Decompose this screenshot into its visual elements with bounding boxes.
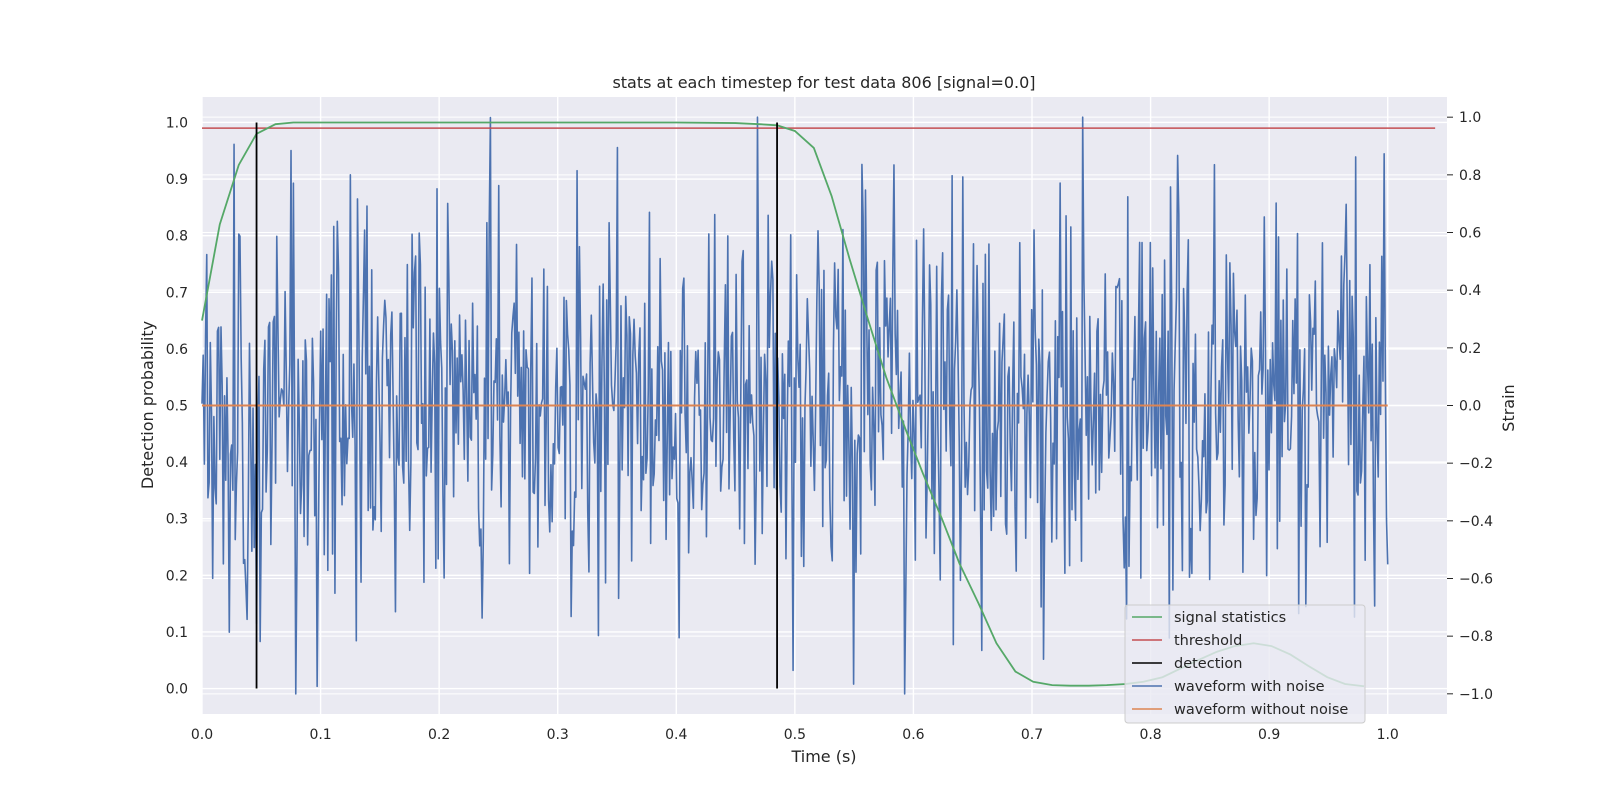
left-y-tick-label: 0.5 — [166, 399, 188, 415]
right-y-tick-label: 0.2 — [1459, 341, 1481, 357]
left-y-tick-label: 1.0 — [166, 115, 188, 131]
right-y-tick-label: −1.0 — [1459, 687, 1493, 703]
x-tick-label: 0.2 — [428, 727, 450, 743]
x-tick-label: 0.4 — [665, 727, 687, 743]
right-y-axis-label: Strain — [1499, 384, 1518, 431]
left-y-axis-label: Detection probability — [138, 321, 157, 489]
right-y-tick-label: −0.6 — [1459, 571, 1493, 587]
legend-box — [1124, 604, 1366, 724]
legend-label-waveform-without-noise: waveform without noise — [1174, 702, 1348, 718]
left-y-tick-label: 0.2 — [166, 568, 188, 584]
waveform-with-noise-line — [201, 116, 1389, 695]
x-tick-label: 0.7 — [1021, 727, 1043, 743]
chart-title: stats at each timestep for test data 806… — [612, 73, 1035, 92]
left-y-tick-label: 0.4 — [166, 455, 188, 471]
x-tick-label: 1.0 — [1377, 727, 1399, 743]
right-y-tick-label: 0.6 — [1459, 226, 1481, 242]
legend-label-threshold: threshold — [1174, 633, 1242, 649]
x-axis-label: Time (s) — [790, 747, 856, 766]
left-y-axis-ticks: 0.0 0.1 0.2 0.3 0.4 0.5 0.6 0.7 0.8 0.9 1.0 — [166, 115, 188, 697]
legend: signal statistics threshold detection wa… — [1124, 604, 1366, 724]
left-y-tick-label: 0.3 — [166, 512, 188, 528]
x-tick-label: 0.9 — [1258, 727, 1280, 743]
legend-label-signal-statistics: signal statistics — [1174, 610, 1286, 626]
right-y-tick-label: −0.8 — [1459, 629, 1493, 645]
x-tick-label: 0.0 — [191, 727, 213, 743]
left-y-tick-label: 0.6 — [166, 342, 188, 358]
left-y-tick-label: 0.7 — [166, 285, 188, 301]
left-y-tick-label: 0.0 — [166, 682, 188, 698]
right-y-axis-ticks: −1.0 −0.8 −0.6 −0.4 −0.2 0.0 0.2 0.4 0.6 0.8 1.0 — [1447, 110, 1493, 703]
x-tick-label: 0.8 — [1139, 727, 1161, 743]
right-y-tick-label: −0.2 — [1459, 456, 1493, 472]
x-axis-ticks: 0.0 0.1 0.2 0.3 0.4 0.5 0.6 0.7 0.8 0.9 1.0 — [191, 727, 1399, 743]
right-y-tick-label: 0.4 — [1459, 283, 1481, 299]
right-y-tick-label: −0.4 — [1459, 514, 1493, 530]
x-tick-label: 0.3 — [547, 727, 569, 743]
left-y-tick-label: 0.8 — [166, 229, 188, 245]
left-y-tick-label: 0.1 — [166, 625, 188, 641]
x-tick-label: 0.6 — [902, 727, 924, 743]
right-y-tick-label: 0.0 — [1459, 399, 1481, 415]
x-tick-label: 0.5 — [784, 727, 806, 743]
legend-label-detection: detection — [1174, 656, 1242, 672]
legend-label-waveform-with-noise: waveform with noise — [1174, 679, 1325, 695]
left-y-tick-label: 0.9 — [166, 172, 188, 188]
x-tick-label: 0.1 — [309, 727, 331, 743]
right-y-tick-label: 0.8 — [1459, 168, 1481, 184]
right-y-tick-label: 1.0 — [1459, 110, 1481, 126]
